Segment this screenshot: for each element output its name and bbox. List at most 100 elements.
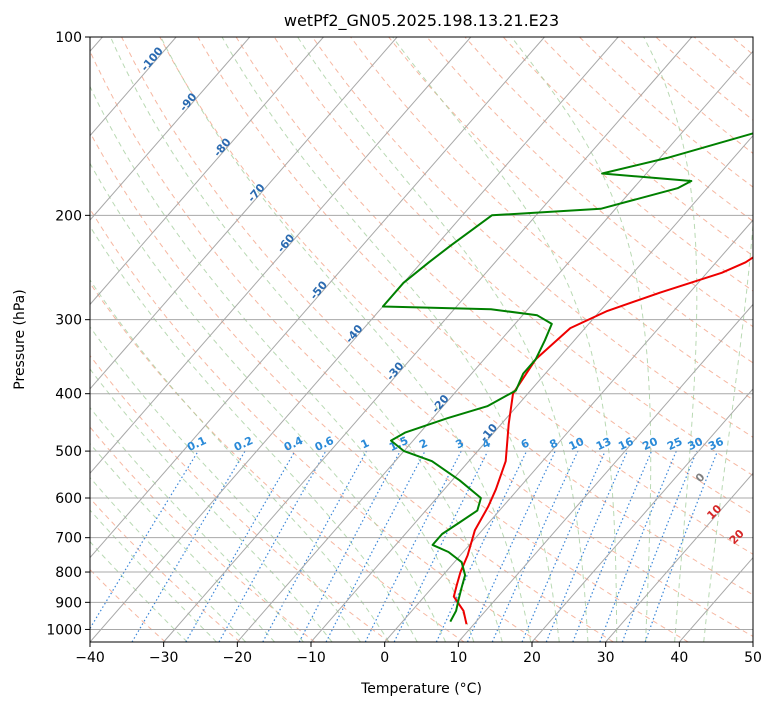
dry-adiabat-label: -100 bbox=[138, 44, 166, 74]
moist-adiabat-label: 30 bbox=[753, 556, 773, 576]
plot-frame bbox=[89, 36, 754, 643]
moist-adiabat-line bbox=[511, 37, 652, 642]
isotherm-line bbox=[163, 37, 693, 642]
dry-adiabat-line bbox=[121, 37, 753, 638]
dry-adiabat-line bbox=[311, 37, 753, 438]
dry-adiabat-line bbox=[90, 426, 316, 642]
dry-adiabat-label: -80 bbox=[211, 135, 234, 159]
mixing-ratio-label: 6 bbox=[519, 436, 532, 451]
x-tick-label: 20 bbox=[523, 650, 541, 666]
dewpoint-line bbox=[381, 132, 753, 623]
isotherm-line bbox=[384, 219, 753, 642]
moist-adiabat-label: 10 bbox=[704, 502, 724, 522]
moist-adiabat-line bbox=[110, 37, 503, 642]
dry-adiabat-line bbox=[693, 37, 753, 88]
mixing-ratio-line bbox=[644, 450, 719, 642]
moist-adiabat-line bbox=[90, 442, 275, 642]
x-tick-label: 10 bbox=[449, 650, 467, 666]
dry-adiabat-label: -60 bbox=[275, 231, 298, 255]
x-tick-label: −10 bbox=[296, 650, 326, 666]
y-tick-label: 400 bbox=[55, 387, 82, 403]
isotherm-line bbox=[90, 37, 619, 642]
dry-adiabat-label: -20 bbox=[429, 392, 452, 416]
x-tick-label: −30 bbox=[149, 650, 179, 666]
isotherm-line bbox=[236, 50, 753, 642]
mixing-ratio-label: 10 bbox=[567, 435, 587, 453]
isotherm-line bbox=[90, 37, 251, 221]
dry-adiabat-line bbox=[159, 37, 753, 596]
y-axis-label: Pressure (hPa) bbox=[12, 289, 28, 389]
dry-adiabat-line bbox=[90, 497, 241, 642]
x-tick-label: 50 bbox=[744, 650, 762, 666]
y-tick-label: 800 bbox=[55, 565, 82, 581]
mixing-ratio-label: 3 bbox=[454, 436, 466, 451]
y-tick-label: 1000 bbox=[46, 622, 82, 638]
moist-adiabat-line bbox=[90, 509, 217, 642]
isotherm-line bbox=[457, 303, 753, 642]
moist-adiabat-line bbox=[160, 37, 532, 642]
mixing-ratio-label: 2 bbox=[417, 436, 429, 451]
mixing-ratio-line bbox=[298, 450, 401, 642]
y-tick-label: 900 bbox=[55, 595, 82, 611]
mixing-ratio-label: 13 bbox=[594, 435, 613, 453]
dry-adiabat-line bbox=[90, 208, 540, 642]
mixing-ratio-label: 20 bbox=[640, 435, 660, 453]
mixing-ratio-line bbox=[435, 450, 528, 642]
dry-adiabat-line bbox=[464, 37, 753, 292]
isotherm-line bbox=[678, 556, 753, 642]
dry-adiabat-line bbox=[502, 37, 753, 257]
mixing-ratio-line bbox=[545, 450, 628, 642]
mixing-ratio-label: 16 bbox=[616, 435, 636, 453]
dry-adiabat-line bbox=[350, 37, 753, 401]
dry-adiabat-label: -90 bbox=[177, 90, 200, 114]
moist-adiabat-label: 0 bbox=[693, 470, 708, 485]
isotherm-line bbox=[531, 388, 753, 642]
temperature-line bbox=[452, 256, 753, 625]
mixing-ratio-line bbox=[521, 450, 606, 642]
dry-adiabat-line bbox=[540, 37, 753, 222]
mixing-ratio-line bbox=[218, 450, 327, 642]
dry-adiabat-label: -70 bbox=[245, 181, 268, 205]
x-tick-label: −40 bbox=[75, 650, 105, 666]
moist-adiabat-line bbox=[90, 406, 304, 642]
mixing-ratio-line bbox=[572, 450, 653, 642]
moist-adiabat-line bbox=[297, 37, 589, 642]
y-tick-label: 600 bbox=[55, 491, 82, 507]
moist-adiabat-line bbox=[90, 162, 446, 642]
y-tick-label: 300 bbox=[55, 313, 82, 329]
y-tick-label: 100 bbox=[55, 30, 82, 46]
x-tick-label: −20 bbox=[223, 650, 253, 666]
moist-adiabat-line bbox=[90, 326, 361, 642]
dry-adiabat-line bbox=[90, 50, 689, 642]
y-tick-label: 200 bbox=[55, 208, 82, 224]
x-tick-label: 0 bbox=[380, 650, 389, 666]
mixing-ratio-line bbox=[621, 450, 698, 642]
dry-adiabat-line bbox=[655, 37, 753, 121]
moist-adiabat-line bbox=[643, 37, 698, 642]
mixing-ratio-label: 36 bbox=[706, 435, 726, 453]
mixing-ratio-line bbox=[90, 450, 199, 630]
x-axis-label: Temperature (°C) bbox=[360, 681, 482, 697]
dry-adiabat-line bbox=[90, 131, 614, 642]
mixing-ratio-line bbox=[262, 450, 368, 642]
moist-adiabat-line bbox=[703, 219, 753, 642]
dry-adiabat-line bbox=[617, 37, 753, 155]
dry-adiabat-line bbox=[273, 37, 753, 477]
y-tick-label: 500 bbox=[55, 444, 82, 460]
isotherm-line bbox=[605, 472, 753, 642]
mixing-ratio-label: 30 bbox=[686, 435, 706, 453]
dry-adiabat-line bbox=[579, 37, 753, 188]
dry-adiabat-line bbox=[90, 354, 390, 642]
dry-adiabat-line bbox=[770, 37, 775, 642]
isotherm-line bbox=[90, 37, 398, 390]
x-tick-label: 40 bbox=[670, 650, 688, 666]
dry-adiabat-line bbox=[731, 37, 753, 56]
mixing-ratio-line bbox=[599, 450, 677, 642]
moist-adiabat-line bbox=[90, 279, 390, 642]
isotherm-line bbox=[90, 37, 324, 306]
dry-adiabat-line bbox=[388, 37, 753, 364]
mixing-ratio-line bbox=[364, 450, 462, 642]
y-tick-label: 700 bbox=[55, 531, 82, 547]
x-tick-label: 30 bbox=[597, 650, 615, 666]
